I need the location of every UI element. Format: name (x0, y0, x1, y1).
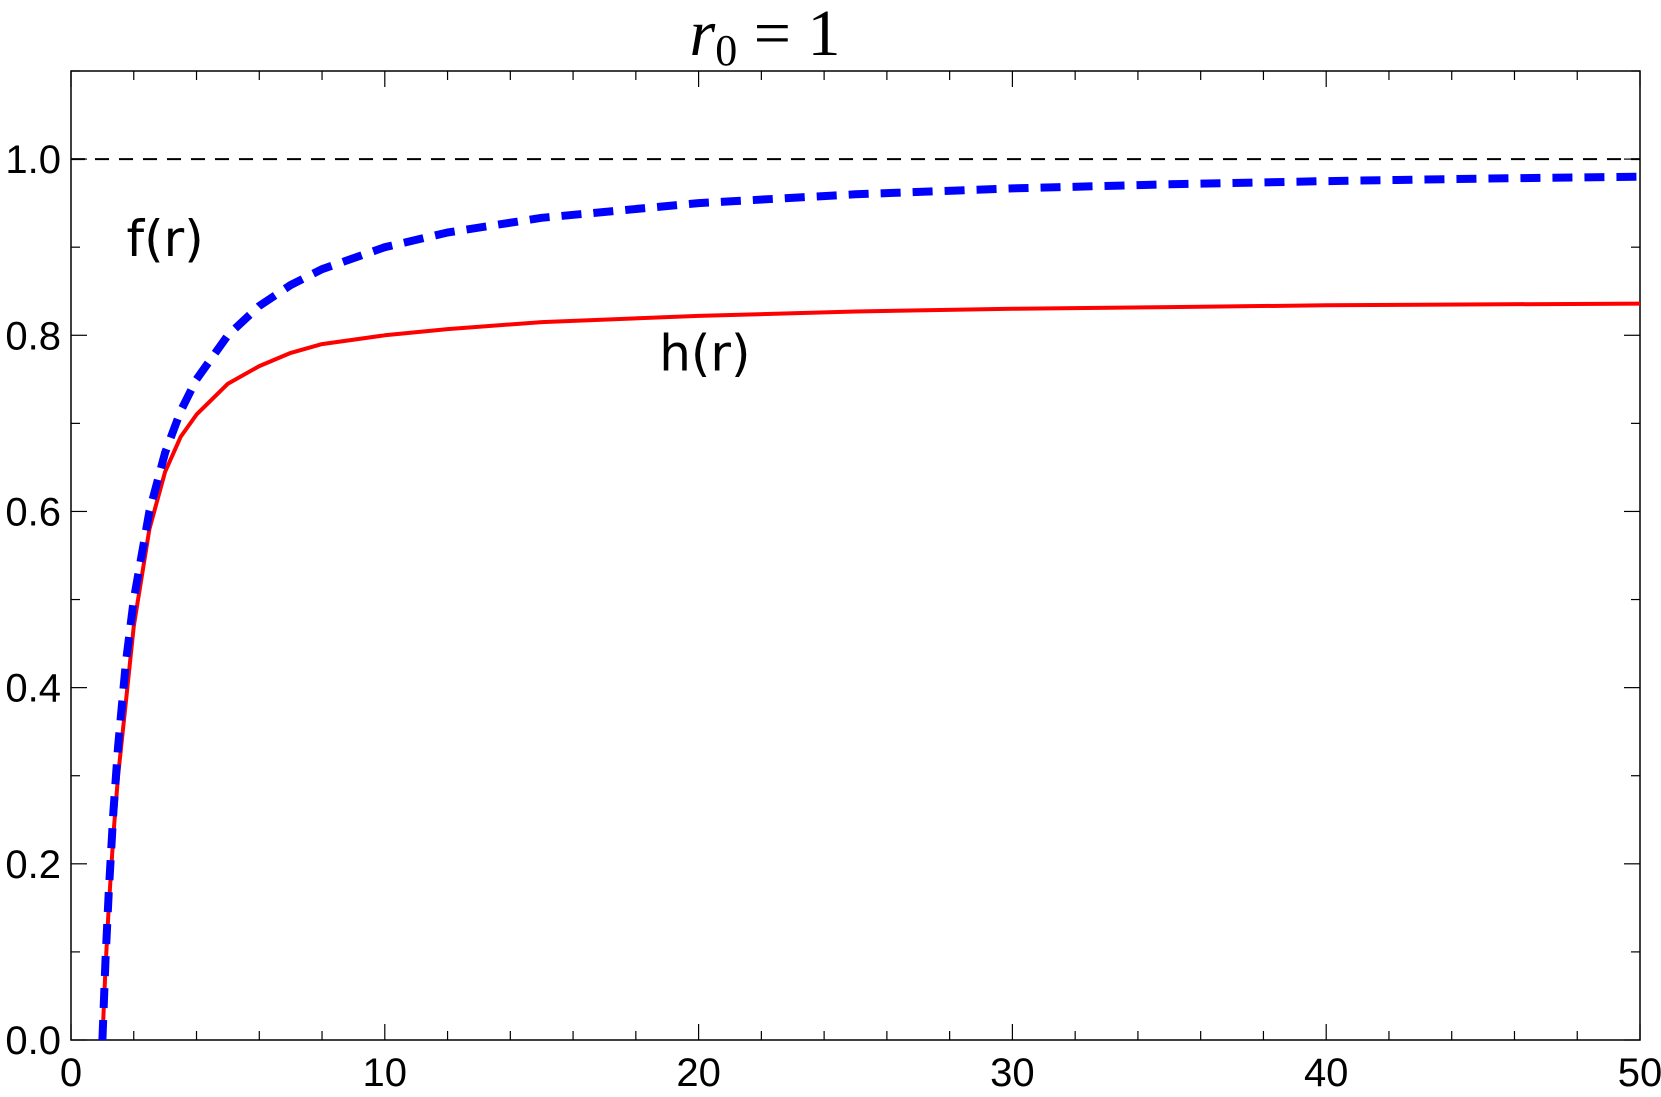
x-tick-label: 10 (363, 1051, 408, 1095)
series-line-fr (98, 172, 1641, 1041)
y-tick-label: 0.0 (5, 1019, 61, 1063)
title-symbol: r (690, 0, 716, 70)
x-tick-label: 0 (60, 1051, 82, 1095)
axis-ticks (70, 70, 1641, 1041)
series-annotation: h(r) (659, 325, 750, 383)
y-tick-label: 1.0 (5, 138, 61, 182)
y-tick-label: 0.6 (5, 490, 61, 534)
series-line-hr (100, 301, 1641, 1041)
y-tick-label: 0.8 (5, 314, 61, 358)
x-tick-label: 50 (1618, 1051, 1661, 1095)
annotations: f(r) h(r) (127, 210, 751, 383)
axis-tick-labels: 0 10 20 30 40 50 0.0 0.2 0.4 0.6 0.8 1.0 (5, 138, 1661, 1095)
x-tick-label: 30 (990, 1051, 1035, 1095)
title-subscript: 0 (715, 26, 737, 75)
series-annotation: f(r) (127, 210, 204, 268)
y-tick-label: 0.2 (5, 843, 61, 887)
series-layer (98, 172, 1641, 1041)
plot-frame (70, 70, 1641, 1041)
title-rest: = 1 (737, 0, 840, 70)
x-tick-label: 40 (1304, 1051, 1349, 1095)
chart-title: r0 = 1 (690, 0, 841, 75)
x-tick-label: 20 (676, 1051, 721, 1095)
y-tick-label: 0.4 (5, 667, 61, 711)
